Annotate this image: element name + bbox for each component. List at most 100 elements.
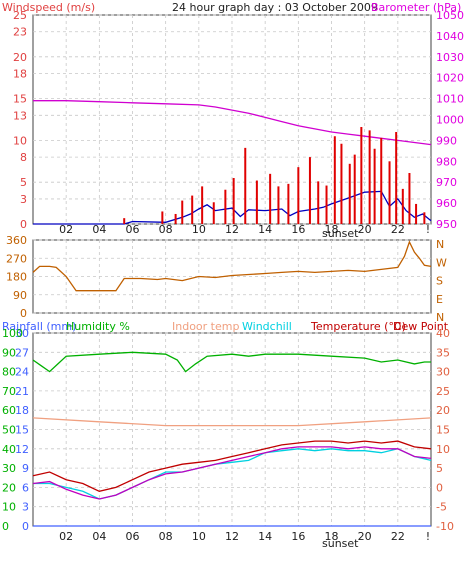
x-tick-label: 14 [258,223,272,236]
barometer-y-tick: 960 [436,197,457,210]
x-tick-label: 04 [92,223,106,236]
wind-y-tick: 10 [13,134,27,147]
wind-y-tick: 25 [13,9,27,22]
dewpoint-line [32,446,432,500]
wind-y-tick: 13 [13,109,27,122]
rain-y-tick: 6 [22,481,29,494]
wind-direction-line [32,240,432,292]
x-tick-label: 20 [358,223,372,236]
humidity-y-tick: 80 [2,366,16,379]
temperature-y-tick: 25 [436,385,450,398]
wind-y-tick: 0 [20,218,27,231]
rain-y-tick: 0 [22,520,29,533]
wind-y-tick: 15 [13,93,27,106]
temperature-legend: Temperature (°C) [310,320,406,333]
direction-y-tick: 90 [13,289,27,302]
x-tick-label: 20 [358,530,372,543]
rainfall-legend: Rainfall (mm) [2,320,76,333]
x-tick-label: 04 [92,530,106,543]
temperature-y-tick: 15 [436,424,450,437]
x-tick-label: 02 [59,223,73,236]
temperature-y-tick: 40 [436,327,450,340]
wind-y-tick: 5 [20,176,27,189]
temperature-y-tick: 10 [436,443,450,456]
barometer-y-tick: 990 [436,134,457,147]
windchill-legend: Windchill [242,320,292,333]
humidity-y-tick: 90 [2,346,16,359]
rain-y-tick: 9 [22,462,29,475]
humidity-legend: Humidity % [66,320,130,333]
barometer-y-tick: 950 [436,218,457,231]
wind-y-tick: 18 [13,68,27,81]
barometer-axis-title: Barometer (hPa) [371,1,461,14]
x-tick-label: 16 [291,223,305,236]
x-tick-label: 18 [325,530,339,543]
wind-y-tick: 20 [13,51,27,64]
temperature-y-tick: 20 [436,404,450,417]
barometer-y-tick: 1050 [436,9,464,22]
direction-y-tick: 270 [6,252,27,265]
compass-label: E [436,293,443,306]
rain-y-tick: 21 [15,385,29,398]
x-tick-label: 06 [126,530,140,543]
wind-y-tick: 23 [13,26,27,39]
humidity-y-tick: 10 [2,501,16,514]
humidity-y-tick: 0 [2,520,9,533]
dewpoint-legend: Dew Point [393,320,449,333]
humidity-y-tick: 50 [2,424,16,437]
compass-label: N [436,311,444,324]
rain-y-tick: 24 [15,366,29,379]
barometer-y-tick: 970 [436,176,457,189]
rain-y-tick: 18 [15,404,29,417]
x-end-marker: ! [426,223,430,236]
x-tick-label: 10 [192,530,206,543]
x-tick-label: 12 [225,223,239,236]
avg-wind-line [33,190,432,225]
windspeed-axis-title: Windspeed (m/s) [2,1,95,14]
barometer-y-tick: 1030 [436,51,464,64]
rain-y-tick: 30 [15,327,29,340]
compass-label: S [436,275,443,288]
wind-y-tick: 3 [20,193,27,206]
sunset-label-bottom: sunset [322,537,359,550]
direction-y-tick: 0 [20,307,27,320]
humidity-y-tick: 70 [2,385,16,398]
x-tick-label: 12 [225,530,239,543]
temperature-y-tick: 35 [436,346,450,359]
temperature-y-tick: 5 [436,462,443,475]
rain-y-tick: 27 [15,346,29,359]
temperature-line [32,440,432,492]
barometer-y-tick: 1000 [436,114,464,127]
direction-y-tick: 180 [6,271,27,284]
temperature-y-tick: -10 [436,520,454,533]
x-tick-label: 10 [192,223,206,236]
humidity-y-tick: 100 [2,327,23,340]
x-tick-label: 02 [59,530,73,543]
compass-label: W [436,256,447,269]
rain-y-tick: 15 [15,424,29,437]
x-tick-label: 14 [258,530,272,543]
x-tick-label: 06 [126,223,140,236]
chart-title: 24 hour graph day : 03 October 2009 [172,1,378,14]
direction-y-tick: 360 [6,234,27,247]
x-tick-label: 16 [291,530,305,543]
x-tick-label: 08 [159,530,173,543]
temperature-y-tick: 0 [436,481,443,494]
barometer-y-tick: 1040 [436,30,464,43]
wind-y-tick: 8 [20,151,27,164]
temperature-y-tick: -5 [436,501,447,514]
x-tick-label: 22 [391,223,405,236]
indoor-temp-legend: Indoor temp [172,320,239,333]
x-tick-label: 18 [325,223,339,236]
barometer-y-tick: 1020 [436,72,464,85]
humidity-y-tick: 30 [2,462,16,475]
humidity-y-tick: 60 [2,404,16,417]
indoor-temp-line [32,417,432,427]
rain-y-tick: 12 [15,443,29,456]
barometer-line [33,100,432,146]
rain-y-tick: 3 [22,501,29,514]
barometer-y-tick: 1010 [436,93,464,106]
humidity-y-tick: 40 [2,443,16,456]
compass-label: N [436,238,444,251]
